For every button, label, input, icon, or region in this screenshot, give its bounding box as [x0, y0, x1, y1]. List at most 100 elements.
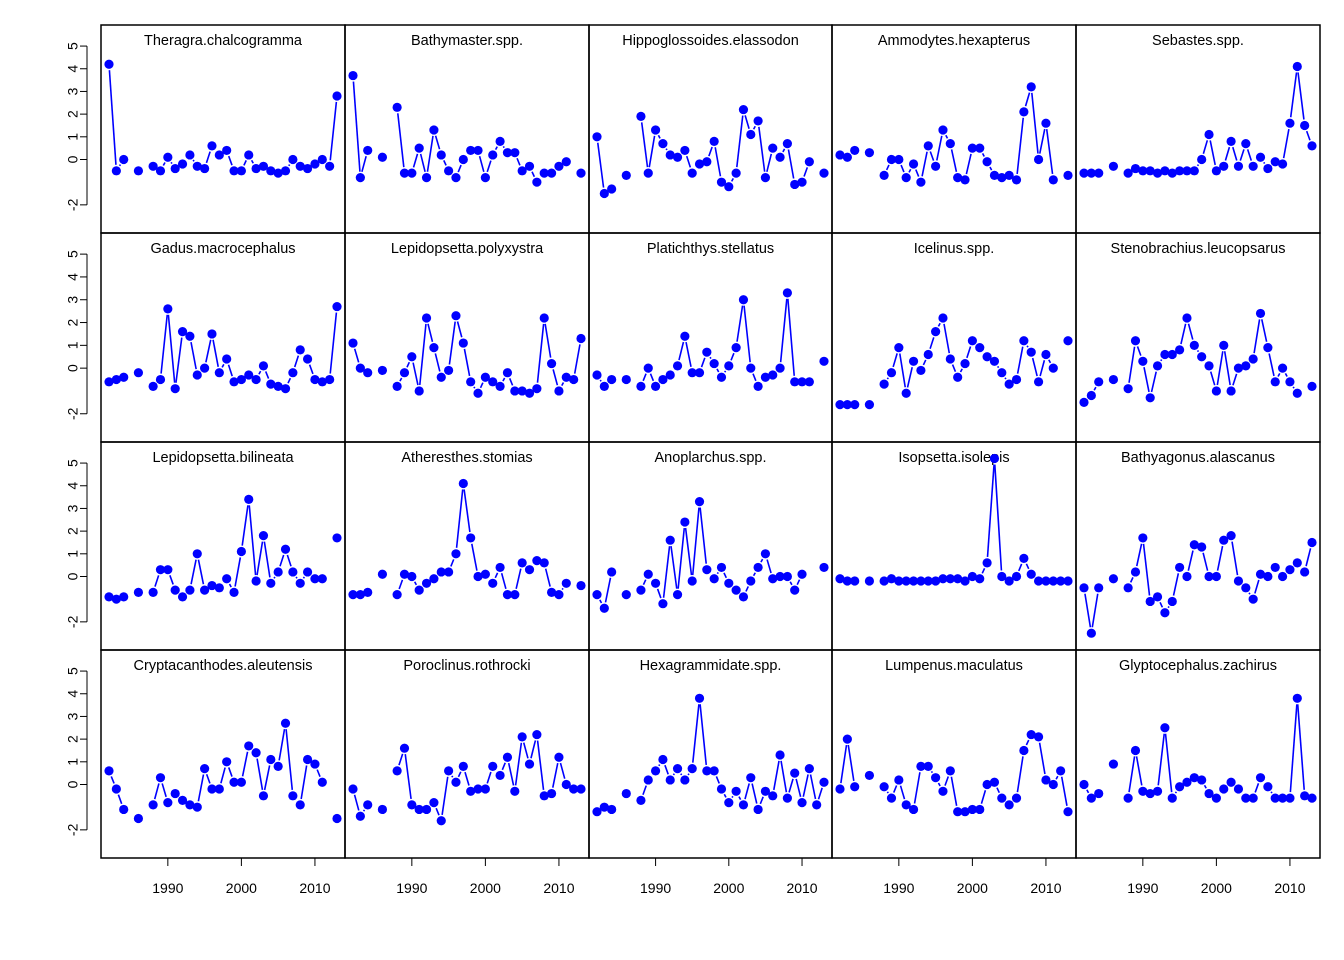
data-point — [687, 764, 697, 774]
series-line — [228, 583, 232, 588]
data-point — [1270, 562, 1280, 573]
data-point — [532, 729, 542, 740]
data-point — [1233, 363, 1244, 373]
series-line — [1084, 593, 1092, 628]
series-line — [680, 773, 683, 776]
data-point — [170, 163, 180, 174]
panel-title: Platichthys.stellatus — [647, 241, 774, 257]
series-line — [1016, 756, 1024, 793]
series-line — [751, 783, 758, 804]
series-line — [457, 164, 462, 173]
data-point — [1167, 793, 1177, 803]
data-point — [953, 173, 963, 183]
data-point — [746, 773, 756, 783]
series-line — [1270, 791, 1273, 794]
data-point — [1026, 82, 1036, 92]
data-point — [392, 766, 402, 776]
data-point — [997, 571, 1007, 582]
data-point — [731, 168, 741, 178]
data-point — [266, 754, 276, 765]
data-point — [451, 173, 461, 183]
data-point — [1241, 361, 1251, 371]
series-line — [899, 785, 906, 800]
data-point — [524, 388, 535, 398]
series-line — [780, 760, 788, 793]
series-line — [788, 778, 794, 793]
data-point — [650, 125, 661, 135]
data-point — [775, 571, 785, 582]
data-point — [709, 136, 719, 146]
data-point — [1189, 340, 1199, 350]
data-point — [1233, 161, 1244, 171]
data-point — [1160, 723, 1170, 733]
data-point — [363, 368, 373, 378]
series-line — [966, 346, 972, 359]
y-tick-label: -2 — [65, 198, 81, 211]
series-line — [205, 151, 211, 164]
data-point — [1145, 596, 1155, 607]
x-tick-label: 2010 — [1274, 880, 1305, 896]
data-point — [1285, 118, 1295, 128]
data-point — [1056, 576, 1066, 586]
data-point — [119, 154, 129, 165]
series-line — [1180, 323, 1187, 345]
series-line — [227, 364, 233, 377]
series-line — [287, 377, 292, 384]
data-point — [894, 343, 904, 353]
series-line — [1254, 579, 1260, 594]
data-point — [495, 136, 505, 146]
panel-bathyagonus-alascanus: Bathyagonus.alascanus — [1075, 441, 1321, 651]
data-point — [1182, 777, 1192, 787]
series-line — [241, 751, 249, 777]
data-point — [945, 766, 955, 776]
data-point — [1175, 562, 1185, 573]
data-point — [1108, 759, 1119, 769]
panel-frame — [831, 232, 1077, 443]
data-point — [960, 175, 970, 185]
panel-title: Atheresthes.stomias — [401, 450, 532, 466]
data-point — [244, 494, 254, 504]
data-point — [960, 358, 970, 369]
series-line — [723, 572, 728, 579]
data-point — [1079, 583, 1089, 593]
data-point — [672, 361, 683, 371]
data-point — [960, 576, 970, 586]
data-point — [1094, 583, 1104, 593]
data-point — [414, 585, 424, 595]
series-line — [273, 576, 276, 579]
series-line — [1223, 351, 1231, 386]
series-line — [1016, 117, 1025, 175]
series-line — [803, 167, 809, 177]
data-point — [348, 338, 358, 348]
data-point — [222, 757, 232, 767]
series-line — [684, 527, 693, 576]
data-point — [170, 384, 180, 394]
data-point — [716, 784, 727, 794]
data-point — [163, 152, 173, 162]
data-point — [1063, 336, 1073, 346]
series-line — [759, 796, 764, 805]
data-point — [1204, 361, 1214, 371]
series-line — [1025, 739, 1030, 746]
series-line — [1202, 552, 1209, 571]
series-line — [736, 305, 744, 342]
series-line — [752, 572, 756, 577]
data-point — [517, 732, 527, 742]
series-line — [494, 146, 498, 151]
panel-title: Lepidopsetta.polyxystra — [391, 241, 544, 257]
data-point — [975, 343, 985, 353]
data-point — [1189, 773, 1199, 783]
panel-frame — [588, 649, 833, 859]
data-point — [510, 148, 520, 158]
panel-frame — [344, 232, 590, 443]
data-point — [702, 157, 712, 167]
data-point — [1255, 308, 1266, 319]
series-line — [1231, 541, 1239, 576]
series-line — [293, 355, 300, 368]
data-point — [797, 177, 807, 187]
series-line — [500, 572, 507, 590]
series-line — [936, 135, 943, 161]
data-point — [104, 592, 114, 602]
series-line — [1289, 72, 1298, 118]
data-point — [1048, 175, 1058, 185]
